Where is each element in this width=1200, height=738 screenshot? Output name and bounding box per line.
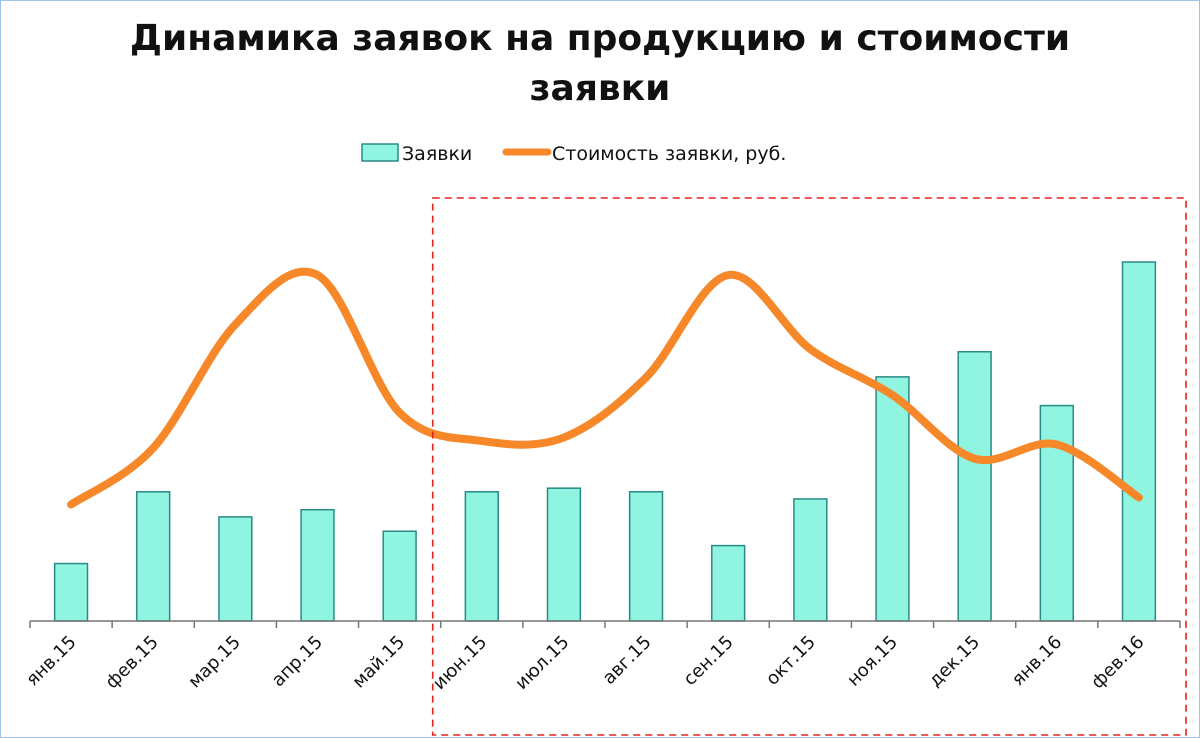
bar-фев.16 [1121, 261, 1157, 622]
x-tick-label: июл.15 [511, 632, 573, 694]
bar-май.15 [382, 530, 417, 622]
legend-label-bars: Заявки [402, 143, 472, 165]
x-tick-label: янв.16 [1008, 632, 1067, 691]
highlight-box [431, 197, 1187, 736]
bar-мар.15 [218, 516, 253, 622]
x-tick-label: апр.15 [268, 632, 327, 691]
bar-фев.15 [136, 491, 171, 622]
bar-сен.15 [711, 544, 746, 622]
bar-дек.15 [957, 351, 992, 622]
bar-янв.16 [1039, 404, 1074, 622]
cost-line [67, 267, 1143, 509]
x-tick-label: авг.15 [599, 632, 656, 689]
x-tick-label: ноя.15 [843, 632, 902, 691]
bar-окт.15 [793, 498, 828, 622]
legend: Заявки Стоимость заявки, руб. [361, 143, 786, 165]
bar-янв.15 [53, 562, 89, 622]
x-tick-label: янв.15 [22, 632, 81, 691]
bar-апр.15 [300, 508, 335, 622]
legend-label-line: Стоимость заявки, руб. [552, 143, 786, 165]
x-tick-label: май.15 [348, 632, 409, 693]
x-axis-ticks [29, 621, 1181, 628]
x-tick-label: фев.16 [1087, 632, 1148, 693]
x-tick-label: сен.15 [680, 632, 738, 690]
x-tick-label: мар.15 [184, 632, 245, 693]
chart-title: Динамика заявок на продукцию и стоимости… [0, 14, 1200, 114]
chart-title-line2: заявки [529, 68, 671, 109]
x-tick-label: дек.15 [925, 632, 984, 691]
bar-series [53, 261, 1157, 622]
chart-title-line1: Динамика заявок на продукцию и стоимости [129, 18, 1071, 59]
x-axis-tick-labels: янв.15 фев.15 мар.15 апр.15 май.15 июн.15 июл.… [22, 632, 1148, 694]
bar-июл.15 [546, 487, 582, 622]
bar-авг.15 [628, 491, 664, 622]
bar-июн.15 [464, 491, 499, 622]
x-tick-label: фев.15 [101, 632, 162, 693]
bar-ноя.15 [875, 376, 910, 622]
legend-bar-swatch [361, 143, 399, 162]
x-tick-label: окт.15 [762, 632, 820, 690]
x-tick-label: июн.15 [429, 632, 491, 694]
